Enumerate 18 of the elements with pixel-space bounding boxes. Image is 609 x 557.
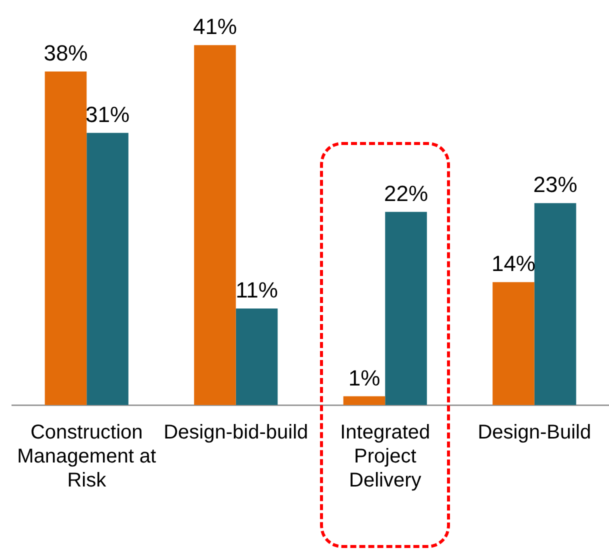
x-tick-label: Design-Build xyxy=(478,422,592,444)
bar xyxy=(86,132,128,405)
data-label: 22% xyxy=(384,180,428,206)
data-label: 23% xyxy=(533,172,578,198)
bar xyxy=(492,282,534,405)
data-label: 1% xyxy=(348,365,380,390)
x-tick-label: Design-bid-build xyxy=(164,422,308,444)
data-label: 11% xyxy=(236,278,278,303)
bar xyxy=(236,308,278,405)
x-tick-label: Integrated Project Delivery xyxy=(340,422,430,492)
data-label: 41% xyxy=(192,14,238,40)
bar xyxy=(534,203,576,405)
bar xyxy=(194,45,236,405)
bar xyxy=(385,212,427,405)
bar xyxy=(44,71,87,405)
data-label: 38% xyxy=(44,40,88,66)
x-tick-label: Construction Management at Risk xyxy=(17,422,157,492)
bar xyxy=(343,396,386,405)
